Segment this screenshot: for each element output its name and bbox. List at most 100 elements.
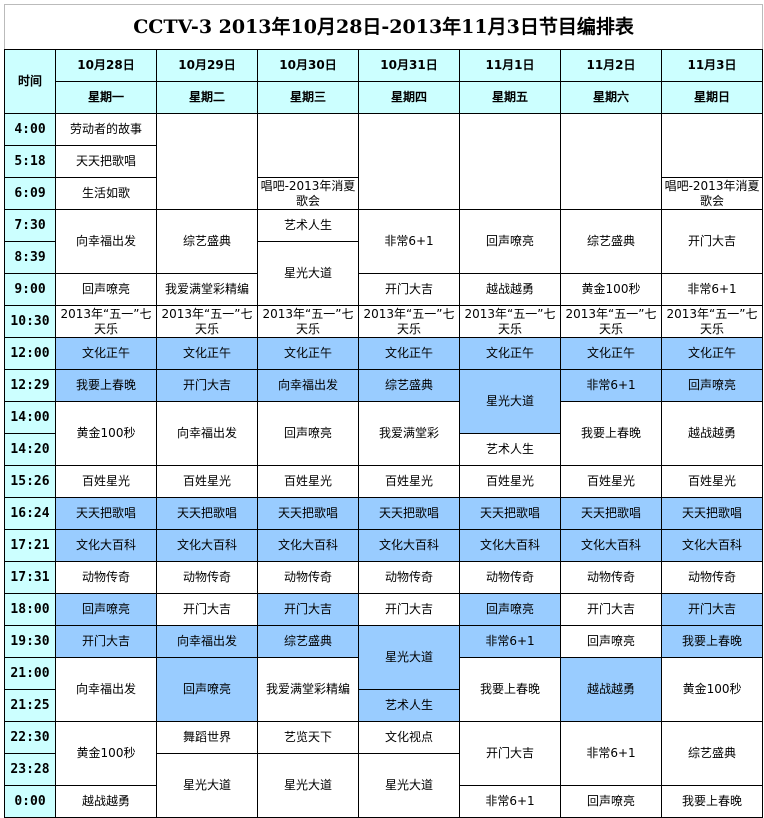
program-cell: 动物传奇 (55, 561, 157, 594)
program-cell: 开门大吉 (257, 593, 359, 626)
program-cell: 开门大吉 (55, 625, 157, 658)
time-label: 12:29 (4, 369, 56, 402)
time-label: 9:00 (4, 273, 56, 306)
time-label: 15:26 (4, 465, 56, 498)
program-cell: 文化正午 (358, 337, 460, 370)
program-cell: 黄金100秒 (55, 401, 157, 466)
program-cell: 星光大道 (358, 625, 460, 690)
program-cell: 非常6+1 (358, 209, 460, 274)
program-cell: 文化正午 (660, 337, 764, 370)
program-cell: 回声嘹亮 (459, 593, 561, 626)
program-cell: 越战越勇 (459, 273, 561, 306)
weekday-header: 星期五 (459, 81, 561, 114)
title-row: CCTV-3 2013年10月28日-2013年11月3日节目编排表 (3, 4, 764, 50)
program-cell: 回声嘹亮 (560, 625, 662, 658)
program-cell: 劳动者的故事 (55, 113, 157, 146)
program-cell: 综艺盛典 (257, 625, 359, 658)
program-cell: 综艺盛典 (660, 721, 764, 786)
program-cell: 百姓星光 (660, 465, 764, 498)
program-cell: 非常6+1 (560, 721, 662, 786)
time-slot-row: 10:30 2013年“五一”七天乐 2013年“五一”七天乐 2013年“五一”七天… (4, 305, 764, 338)
program-cell: 黄金100秒 (660, 657, 764, 722)
program-cell: 非常6+1 (459, 785, 561, 818)
program-cell: 回声嘹亮 (459, 209, 561, 274)
weekday-header: 星期四 (358, 81, 460, 114)
program-cell: 2013年“五一”七天乐 (55, 305, 157, 338)
date-header: 11月1日 (459, 49, 561, 82)
program-cell: 文化正午 (560, 337, 662, 370)
time-label: 14:00 (4, 401, 56, 434)
program-cell: 动物传奇 (156, 561, 258, 594)
program-cell: 越战越勇 (660, 401, 764, 466)
empty-cell (257, 113, 359, 178)
time-label: 17:31 (4, 561, 56, 594)
time-label: 5:18 (4, 145, 56, 178)
program-cell: 开门大吉 (358, 273, 460, 306)
program-cell: 2013年“五一”七天乐 (560, 305, 662, 338)
program-cell: 生活如歌 (55, 177, 157, 210)
time-slot-row: 14:00 黄金100秒 向幸福出发 回声嘹亮 我爱满堂彩 我要上春晚 越战越勇 (4, 401, 764, 466)
program-cell: 2013年“五一”七天乐 (358, 305, 460, 338)
program-cell: 文化大百科 (660, 529, 764, 562)
time-slot-row: 5:18 天天把歌唱 (4, 145, 763, 178)
program-cell: 星光大道 (156, 753, 258, 818)
program-cell: 非常6+1 (560, 369, 662, 402)
program-cell: 开门大吉 (358, 593, 460, 626)
time-slot-row: 14:20 艺术人生 (4, 433, 763, 466)
program-cell: 黄金100秒 (560, 273, 662, 306)
time-slot-row: 17:21 文化大百科 文化大百科 文化大百科 文化大百科 文化大百科 文化大百科 文化大百科 (4, 529, 764, 562)
time-slot-row: 21:00 向幸福出发 回声嘹亮 我爱满堂彩精编 我要上春晚 越战越勇 黄金100秒 (4, 657, 764, 722)
program-cell: 星光大道 (358, 753, 460, 818)
program-cell: 综艺盛典 (358, 369, 460, 402)
empty-cell (358, 113, 460, 210)
program-cell: 百姓星光 (55, 465, 157, 498)
time-label: 21:00 (4, 657, 56, 690)
time-slot-row: 0:00 越战越勇 非常6+1 回声嘹亮 我要上春晚 (4, 785, 764, 818)
time-slot-row: 12:29 我要上春晚 开门大吉 向幸福出发 综艺盛典 星光大道 非常6+1 回声嘹亮 (4, 369, 764, 434)
program-cell: 艺术人生 (257, 209, 359, 242)
time-slot-row: 16:24 天天把歌唱 天天把歌唱 天天把歌唱 天天把歌唱 天天把歌唱 天天把歌唱 天天把歌唱 (4, 497, 764, 530)
date-header: 10月31日 (358, 49, 460, 82)
program-cell: 艺术人生 (459, 433, 561, 466)
program-cell: 文化视点 (358, 721, 460, 754)
time-label: 6:09 (4, 177, 56, 210)
time-slot-row: 19:30 开门大吉 向幸福出发 综艺盛典 星光大道 非常6+1 回声嘹亮 我要上春晚 (4, 625, 764, 690)
program-cell: 文化大百科 (55, 529, 157, 562)
time-label: 10:30 (4, 305, 56, 338)
program-cell: 回声嘹亮 (55, 273, 157, 306)
program-cell: 天天把歌唱 (257, 497, 359, 530)
weekday-header: 星期六 (560, 81, 662, 114)
program-cell: 百姓星光 (358, 465, 460, 498)
program-cell: 文化大百科 (156, 529, 258, 562)
program-cell: 我要上春晚 (660, 625, 764, 658)
program-cell: 2013年“五一”七天乐 (459, 305, 561, 338)
program-cell: 回声嘹亮 (257, 401, 359, 466)
program-cell: 天天把歌唱 (660, 497, 764, 530)
program-cell: 文化大百科 (459, 529, 561, 562)
date-header: 10月30日 (257, 49, 359, 82)
schedule-table: CCTV-3 2013年10月28日-2013年11月3日节目编排表 时间 10… (3, 4, 764, 818)
time-slot-row: 18:00 回声嘹亮 开门大吉 开门大吉 开门大吉 回声嘹亮 开门大吉 开门大吉 (4, 593, 764, 626)
program-cell: 我要上春晚 (459, 657, 561, 722)
program-cell: 开门大吉 (660, 593, 764, 626)
program-cell: 文化大百科 (560, 529, 662, 562)
time-slot-row: 4:00 劳动者的故事 (4, 113, 764, 210)
program-cell: 向幸福出发 (55, 209, 157, 274)
date-header: 11月3日 (660, 49, 764, 82)
time-label: 0:00 (4, 785, 56, 818)
program-cell: 开门大吉 (156, 593, 258, 626)
program-cell: 越战越勇 (55, 785, 157, 818)
time-label: 16:24 (4, 497, 56, 530)
time-label: 19:30 (4, 625, 56, 658)
time-slot-row: 9:00 回声嘹亮 我爱满堂彩精编 开门大吉 越战越勇 黄金100秒 非常6+1 (4, 273, 764, 306)
program-cell: 百姓星光 (459, 465, 561, 498)
program-cell: 文化大百科 (257, 529, 359, 562)
program-cell: 动物传奇 (358, 561, 460, 594)
program-cell: 我爱满堂彩精编 (156, 273, 258, 306)
program-cell: 回声嘹亮 (660, 369, 764, 402)
program-cell: 天天把歌唱 (55, 497, 157, 530)
program-cell: 艺览天下 (257, 721, 359, 754)
program-cell: 非常6+1 (660, 273, 764, 306)
program-cell: 百姓星光 (257, 465, 359, 498)
empty-cell (660, 113, 764, 178)
